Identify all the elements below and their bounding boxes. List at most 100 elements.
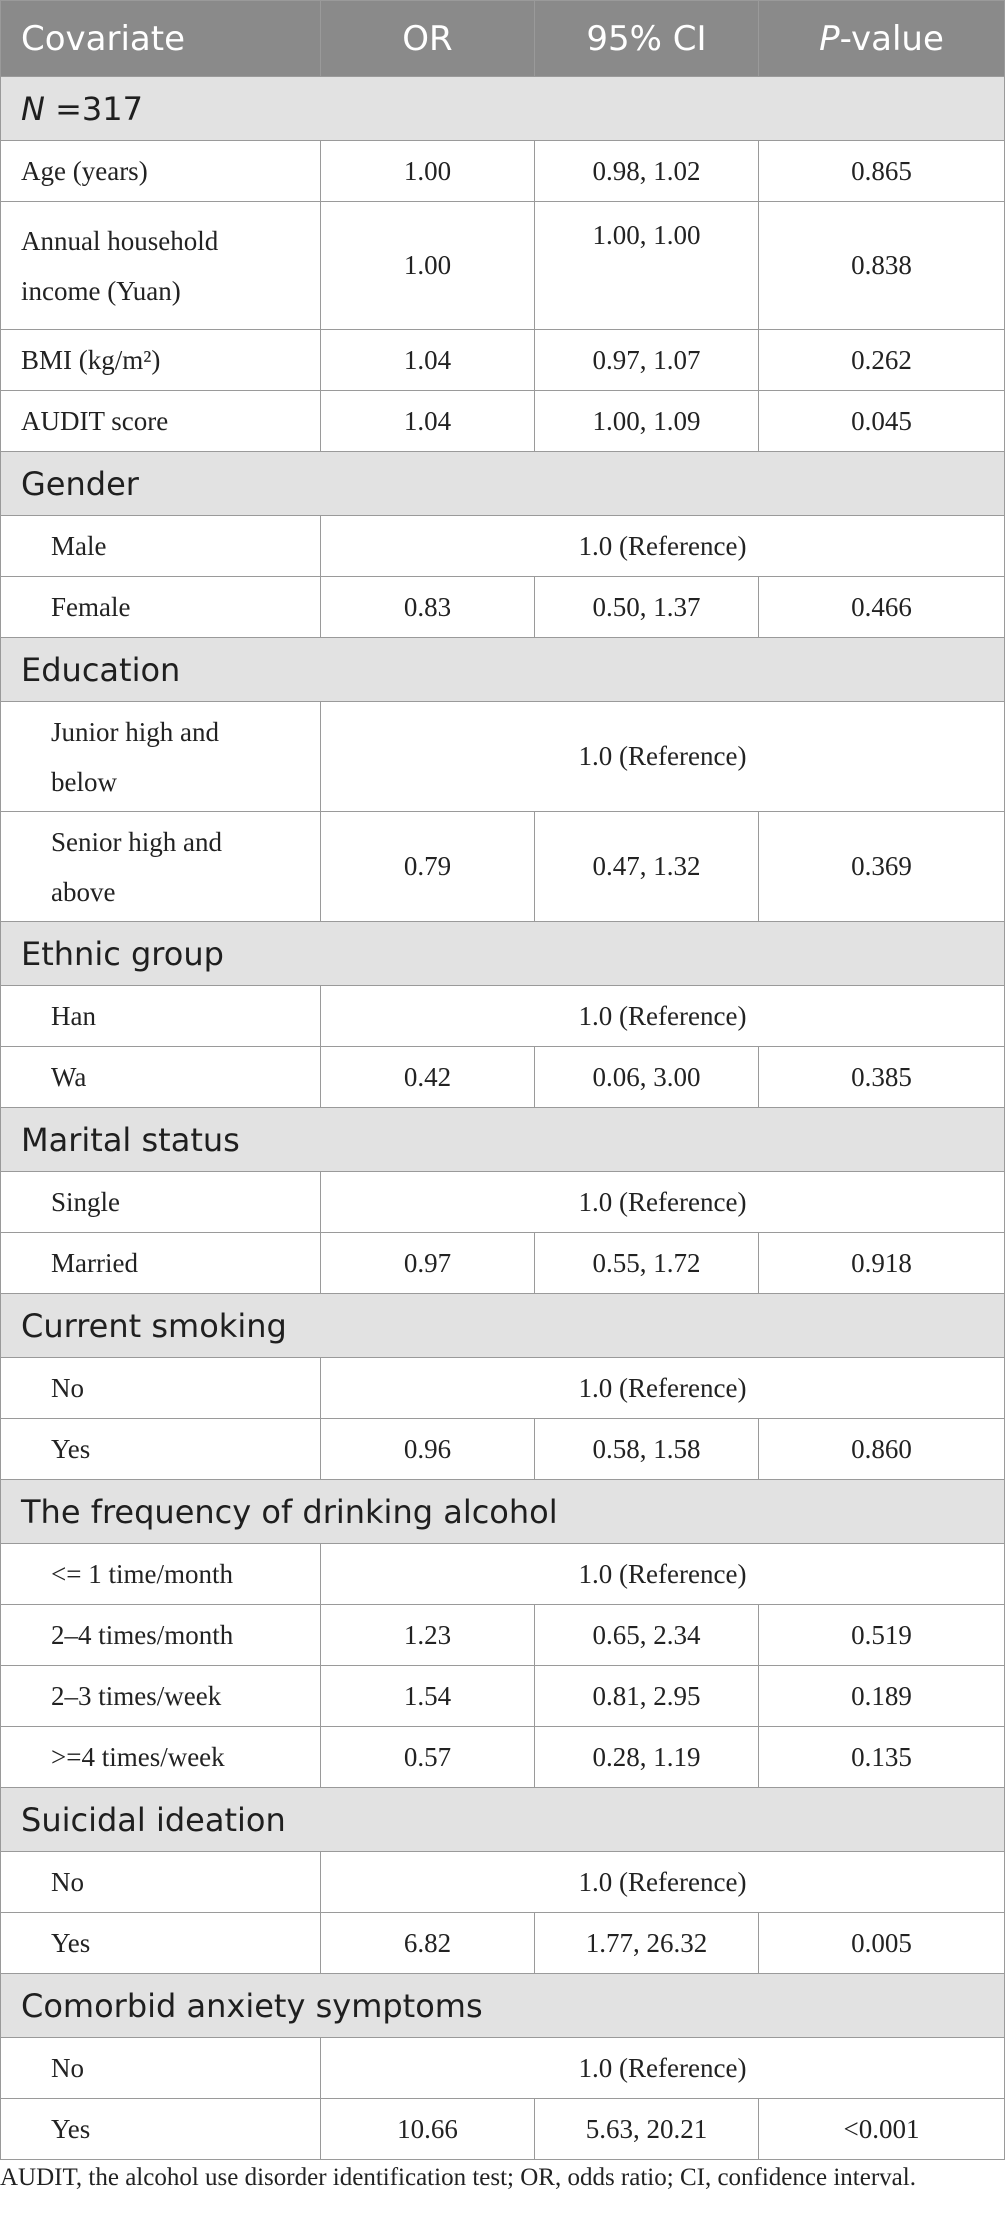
section-title: Gender <box>0 451 1005 516</box>
reference-row: Single 1.0 (Reference) <box>0 1171 1005 1233</box>
row-p: <0.001 <box>758 2098 1005 2160</box>
row-p: 0.466 <box>758 576 1005 638</box>
row-label: Yes <box>0 1912 321 1974</box>
section-ethnic: Ethnic group <box>0 921 1005 986</box>
row-label: Junior high and below <box>0 701 321 812</box>
row-p: 0.369 <box>758 811 1005 922</box>
row-reference: 1.0 (Reference) <box>320 2037 1005 2099</box>
row-or: 1.00 <box>320 140 535 202</box>
row-reference: 1.0 (Reference) <box>320 985 1005 1047</box>
table-row: >=4 times/week 0.57 0.28, 1.19 0.135 <box>0 1726 1005 1788</box>
section-smoking: Current smoking <box>0 1293 1005 1358</box>
section-title: The frequency of drinking alcohol <box>0 1479 1005 1544</box>
row-p: 0.262 <box>758 329 1005 391</box>
row-label: <= 1 time/month <box>0 1543 321 1605</box>
row-p: 0.838 <box>758 201 1005 330</box>
table-row: Wa 0.42 0.06, 3.00 0.385 <box>0 1046 1005 1108</box>
row-ci: 0.65, 2.34 <box>534 1604 759 1666</box>
row-or: 1.04 <box>320 329 535 391</box>
header-row: Covariate OR 95% CI P-value <box>0 0 1005 77</box>
row-ci: 0.98, 1.02 <box>534 140 759 202</box>
row-or: 1.04 <box>320 390 535 452</box>
row-p: 0.865 <box>758 140 1005 202</box>
row-ci: 1.77, 26.32 <box>534 1912 759 1974</box>
row-label: No <box>0 1851 321 1913</box>
row-ci: 0.58, 1.58 <box>534 1418 759 1480</box>
row-label: Male <box>0 515 321 577</box>
row-label: No <box>0 2037 321 2099</box>
row-reference: 1.0 (Reference) <box>320 701 1005 812</box>
row-p: 0.519 <box>758 1604 1005 1666</box>
reference-row: No 1.0 (Reference) <box>0 2037 1005 2099</box>
row-ci: 0.50, 1.37 <box>534 576 759 638</box>
section-marital: Marital status <box>0 1107 1005 1172</box>
row-p: 0.005 <box>758 1912 1005 1974</box>
row-p: 0.385 <box>758 1046 1005 1108</box>
table-row: BMI (kg/m²) 1.04 0.97, 1.07 0.262 <box>0 329 1005 391</box>
row-or: 0.79 <box>320 811 535 922</box>
row-label: Annual household income (Yuan) <box>0 201 321 330</box>
row-ci: 0.47, 1.32 <box>534 811 759 922</box>
row-ci: 0.28, 1.19 <box>534 1726 759 1788</box>
row-label: 2–4 times/month <box>0 1604 321 1666</box>
section-anxiety: Comorbid anxiety symptoms <box>0 1973 1005 2038</box>
row-ci: 0.81, 2.95 <box>534 1665 759 1727</box>
section-suicidal: Suicidal ideation <box>0 1787 1005 1852</box>
row-ci: 1.00, 1.00 <box>534 201 759 330</box>
row-label: No <box>0 1357 321 1419</box>
row-or: 0.57 <box>320 1726 535 1788</box>
row-p: 0.860 <box>758 1418 1005 1480</box>
reference-row: Junior high and below 1.0 (Reference) <box>0 701 1005 812</box>
row-or: 1.54 <box>320 1665 535 1727</box>
row-label: AUDIT score <box>0 390 321 452</box>
row-reference: 1.0 (Reference) <box>320 1851 1005 1913</box>
results-table: Covariate OR 95% CI P-value N =317 Age (… <box>0 0 1005 2160</box>
table-footnote: AUDIT, the alcohol use disorder identifi… <box>0 2164 916 2191</box>
row-or: 1.00 <box>320 201 535 330</box>
table-row: Yes 0.96 0.58, 1.58 0.860 <box>0 1418 1005 1480</box>
table-row: Female 0.83 0.50, 1.37 0.466 <box>0 576 1005 638</box>
row-label: Single <box>0 1171 321 1233</box>
row-ci: 5.63, 20.21 <box>534 2098 759 2160</box>
row-reference: 1.0 (Reference) <box>320 515 1005 577</box>
section-drinking: The frequency of drinking alcohol <box>0 1479 1005 1544</box>
reference-row: Male 1.0 (Reference) <box>0 515 1005 577</box>
row-ci: 0.55, 1.72 <box>534 1232 759 1294</box>
row-or: 0.42 <box>320 1046 535 1108</box>
row-or: 10.66 <box>320 2098 535 2160</box>
header-ci: 95% CI <box>534 0 759 77</box>
header-covariate: Covariate <box>0 0 321 77</box>
row-ci: 1.00, 1.09 <box>534 390 759 452</box>
table-row: 2–4 times/month 1.23 0.65, 2.34 0.519 <box>0 1604 1005 1666</box>
section-education: Education <box>0 637 1005 702</box>
table-row: 2–3 times/week 1.54 0.81, 2.95 0.189 <box>0 1665 1005 1727</box>
row-or: 0.83 <box>320 576 535 638</box>
row-or: 1.23 <box>320 1604 535 1666</box>
row-reference: 1.0 (Reference) <box>320 1357 1005 1419</box>
row-ci: 0.06, 3.00 <box>534 1046 759 1108</box>
row-label: Married <box>0 1232 321 1294</box>
row-or: 6.82 <box>320 1912 535 1974</box>
row-p: 0.189 <box>758 1665 1005 1727</box>
header-or: OR <box>320 0 535 77</box>
table-row: Annual household income (Yuan) 1.00 1.00,… <box>0 201 1005 330</box>
table-row: Age (years) 1.00 0.98, 1.02 0.865 <box>0 140 1005 202</box>
reference-row: <= 1 time/month 1.0 (Reference) <box>0 1543 1005 1605</box>
reference-row: No 1.0 (Reference) <box>0 1357 1005 1419</box>
row-or: 0.96 <box>320 1418 535 1480</box>
section-title: Suicidal ideation <box>0 1787 1005 1852</box>
section-title: Education <box>0 637 1005 702</box>
row-label: Wa <box>0 1046 321 1108</box>
section-n: N =317 <box>0 76 1005 141</box>
section-title: Marital status <box>0 1107 1005 1172</box>
row-label: Yes <box>0 1418 321 1480</box>
table-row: Senior high and above 0.79 0.47, 1.32 0.3… <box>0 811 1005 922</box>
row-label: Yes <box>0 2098 321 2160</box>
reference-row: Han 1.0 (Reference) <box>0 985 1005 1047</box>
section-title: N =317 <box>0 76 1005 141</box>
row-label: Senior high and above <box>0 811 321 922</box>
section-gender: Gender <box>0 451 1005 516</box>
table-row: Yes 6.82 1.77, 26.32 0.005 <box>0 1912 1005 1974</box>
row-label: 2–3 times/week <box>0 1665 321 1727</box>
section-title: Ethnic group <box>0 921 1005 986</box>
